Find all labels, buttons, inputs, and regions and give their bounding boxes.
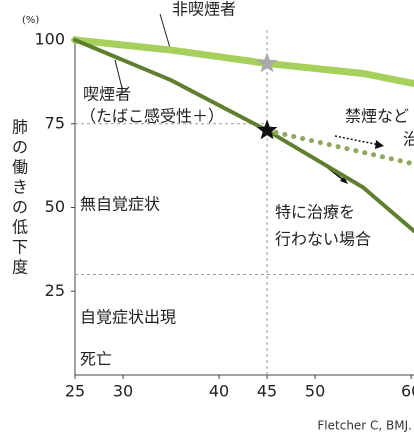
x-tick-label: 25 (65, 382, 85, 401)
series-label: 非喫煙者 (172, 0, 236, 19)
y-axis-label-char: 肺 (12, 118, 28, 137)
series-label: 喫煙者 (83, 85, 131, 104)
leader-line (114, 59, 123, 89)
arrow-head (375, 140, 384, 149)
annotation: 治 (403, 130, 414, 149)
arrow (334, 135, 381, 146)
annotation: 自覚症状出現 (80, 308, 176, 327)
annotation: 無自覚症状 (80, 195, 160, 214)
y-axis-label-char: 下 (12, 238, 28, 257)
annotation: （たばこ感受性＋） (80, 107, 224, 126)
y-tick-label: 25 (45, 281, 65, 300)
x-tick-label: 45 (257, 382, 277, 401)
x-tick-label: 40 (209, 382, 229, 401)
y-tick-label: 50 (45, 197, 65, 216)
annotation: 死亡 (80, 350, 112, 369)
annotation: 特に治療を (275, 203, 355, 222)
star-marker (256, 119, 278, 140)
y-axis-label-char: き (12, 178, 28, 197)
unit-label: (%) (22, 15, 39, 26)
star-marker (256, 52, 278, 73)
arrow-head (340, 176, 348, 184)
y-tick-label: 75 (45, 113, 65, 132)
y-axis-label-char: 低 (12, 218, 28, 237)
y-axis-label-char: 働 (12, 158, 28, 177)
annotation: 行わない場合 (275, 230, 371, 249)
x-tick-label: 50 (305, 382, 325, 401)
series-line (264, 127, 414, 167)
series-label: 禁煙など (345, 107, 409, 126)
y-tick-label: 100 (34, 30, 65, 49)
y-axis-label-char: の (12, 198, 28, 217)
x-tick-label: 30 (113, 382, 133, 401)
x-tick-label: 60 (401, 382, 414, 401)
y-axis-label-char: の (12, 138, 28, 157)
leader-line (159, 13, 171, 49)
source: Fletcher C, BMJ. (317, 419, 412, 433)
y-axis-label-char: 度 (12, 258, 28, 277)
